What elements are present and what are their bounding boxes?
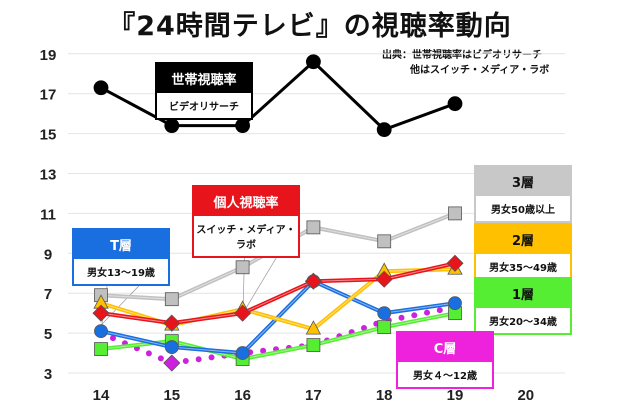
data-point [447, 96, 463, 112]
series-0 [93, 54, 463, 138]
x-tick-label: 18 [376, 387, 393, 404]
y-tick-label: 11 [40, 206, 56, 223]
data-point [94, 324, 108, 339]
data-point [448, 206, 462, 221]
data-point [304, 272, 322, 290]
label-l2: 2層 男女35〜49歳 [474, 223, 572, 281]
y-tick-label: 9 [44, 246, 52, 263]
data-point [376, 122, 392, 138]
data-point [375, 270, 393, 288]
label-sub: ビデオリサーチ [169, 102, 239, 113]
data-point [306, 338, 321, 352]
y-tick-label: 15 [40, 127, 57, 144]
data-point [234, 304, 252, 322]
label-sub: 男女20〜34歳 [489, 317, 557, 328]
label-head: 1層 [476, 279, 570, 308]
y-tick-label: 7 [44, 286, 52, 303]
label-head: 世帯視聴率 [157, 64, 251, 93]
label-household: 世帯視聴率 ビデオリサーチ [155, 62, 253, 120]
label-head: 3層 [476, 167, 570, 196]
data-point [93, 80, 109, 96]
y-tick-label: 3 [44, 366, 52, 383]
x-tick-label: 15 [163, 387, 180, 404]
label-head: C層 [398, 333, 492, 362]
x-tick-label: 14 [93, 387, 110, 404]
label-sub: 男女４〜12歳 [413, 371, 477, 382]
data-point [163, 354, 181, 372]
data-point [448, 296, 462, 311]
series-line-highlight [100, 262, 456, 324]
source-note: 出典：世帯視聴率はビデオリサーチ 他はスイッチ・メディア・ラボ [382, 48, 549, 78]
data-point [305, 320, 322, 335]
label-sub: スイッチ・メディア・ラボ [196, 225, 296, 251]
source-line: 出典：世帯視聴率はビデオリサーチ [382, 50, 542, 61]
x-tick-label: 19 [447, 387, 464, 404]
y-tick-label: 5 [44, 326, 52, 343]
y-tick-label: 13 [40, 167, 57, 184]
data-point [235, 346, 250, 360]
data-point [164, 292, 179, 307]
chart-title: 『24時間テレビ』の視聴率動向 [108, 11, 512, 42]
series-line [98, 304, 458, 367]
data-point [92, 304, 110, 322]
data-point [235, 260, 250, 275]
x-tick-label: 17 [305, 387, 322, 404]
label-c: C層 男女４〜12歳 [396, 331, 494, 389]
data-point [235, 118, 251, 134]
x-tick-label: 20 [517, 387, 534, 404]
x-tick-label: 16 [234, 387, 251, 404]
source-line: 他はスイッチ・メディア・ラボ [410, 65, 550, 76]
data-point [377, 320, 392, 335]
series-6 [98, 304, 458, 372]
data-point [164, 118, 180, 134]
label-l1: 1層 男女20〜34歳 [474, 277, 572, 335]
label-head: 2層 [476, 225, 570, 254]
data-point [163, 314, 181, 332]
data-point [377, 306, 392, 321]
y-tick-label: 17 [40, 87, 57, 104]
label-head: T層 [74, 230, 168, 259]
data-point [164, 340, 179, 354]
label-sub: 男女35〜49歳 [489, 263, 557, 274]
label-sub: 男女50歳以上 [491, 205, 555, 216]
data-point [306, 220, 321, 235]
label-l3: 3層 男女50歳以上 [474, 165, 572, 223]
data-point [377, 234, 392, 249]
y-tick-label: 19 [40, 47, 57, 64]
label-head: 個人視聴率 [194, 187, 298, 216]
data-point [446, 254, 464, 272]
data-point [305, 54, 321, 70]
series-3 [92, 254, 464, 332]
label-personal: 個人視聴率 スイッチ・メディア・ラボ [192, 185, 300, 258]
label-sub: 男女13〜19歳 [87, 268, 155, 279]
data-point [94, 342, 108, 356]
label-t: T層 男女13〜19歳 [72, 228, 170, 286]
